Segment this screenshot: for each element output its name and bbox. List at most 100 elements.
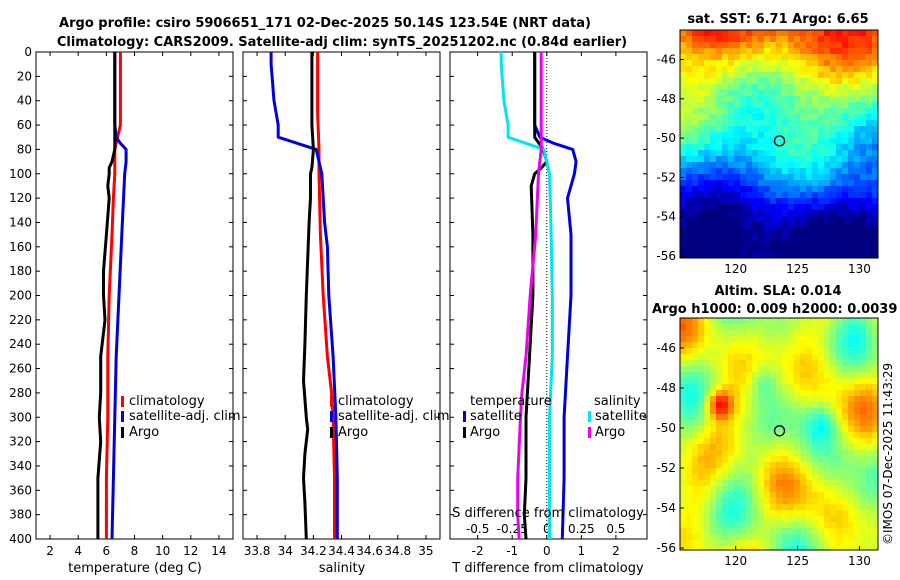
map-cell	[770, 414, 777, 421]
map-cell	[818, 198, 825, 205]
map-cell	[830, 534, 837, 541]
map-cell	[728, 510, 735, 517]
map-cell	[830, 444, 837, 451]
map-cell	[764, 468, 771, 475]
map-cell	[866, 216, 873, 223]
map-cell	[710, 72, 717, 79]
map-cell	[728, 420, 735, 427]
map-cell	[818, 78, 825, 85]
map-cell	[680, 468, 687, 475]
map-cell	[752, 60, 759, 67]
map-cell	[842, 252, 849, 258]
map-cell	[782, 468, 789, 475]
map-cell	[794, 150, 801, 157]
map-cell	[866, 456, 873, 463]
map-cell	[818, 444, 825, 451]
map-cell	[752, 156, 759, 163]
map-cell	[776, 480, 783, 487]
map-cell	[818, 102, 825, 109]
map-cell	[842, 462, 849, 469]
map-cell	[734, 120, 741, 127]
x-tick-label: 34.8	[384, 544, 411, 558]
map-cell	[800, 462, 807, 469]
map-cell	[692, 240, 699, 247]
map-cell	[686, 126, 693, 133]
map-cell	[836, 30, 843, 37]
map-cell	[830, 528, 837, 535]
map-cell	[758, 318, 765, 325]
map-cell	[800, 54, 807, 61]
map-cell	[698, 210, 705, 217]
map-cell	[710, 462, 717, 469]
map-cell	[800, 144, 807, 151]
map-cell	[764, 324, 771, 331]
map-cell	[710, 342, 717, 349]
map-cell	[860, 252, 867, 258]
map-cell	[836, 318, 843, 325]
map-cell	[698, 414, 705, 421]
map-cell	[716, 66, 723, 73]
map-cell	[776, 498, 783, 505]
map-cell	[782, 522, 789, 529]
map-cell	[764, 228, 771, 235]
map-cell	[764, 246, 771, 253]
map-cell	[848, 114, 855, 121]
legend-t-argo-label: Argo	[470, 425, 500, 440]
map-cell	[698, 492, 705, 499]
map-cell	[704, 468, 711, 475]
map-cell	[728, 450, 735, 457]
map-cell	[710, 108, 717, 115]
map-cell	[800, 438, 807, 445]
map-cell	[812, 222, 819, 229]
map-cell	[800, 336, 807, 343]
map-cell	[734, 444, 741, 451]
map-cell	[722, 138, 729, 145]
map-cell	[854, 198, 861, 205]
map-cell	[782, 192, 789, 199]
map-cell	[794, 234, 801, 241]
map-cell	[842, 102, 849, 109]
map-cell	[740, 378, 747, 385]
map-cell	[782, 114, 789, 121]
map-cell	[764, 342, 771, 349]
map-cell	[704, 378, 711, 385]
map-cell	[788, 402, 795, 409]
map-cell	[686, 84, 693, 91]
map-cell	[710, 414, 717, 421]
map-cell	[842, 210, 849, 217]
map-cell	[872, 240, 878, 247]
legend-satellite-swatch	[121, 411, 124, 422]
map-cell	[680, 228, 687, 235]
map-cell	[686, 54, 693, 61]
map-cell	[794, 78, 801, 85]
map-cell	[824, 438, 831, 445]
map-cell	[740, 426, 747, 433]
map-cell	[854, 354, 861, 361]
map-cell	[752, 366, 759, 373]
map-cell	[806, 222, 813, 229]
map-y-tick-label: -56	[656, 541, 676, 555]
map-cell	[716, 414, 723, 421]
map-cell	[830, 60, 837, 67]
map-cell	[734, 330, 741, 337]
map-cell	[764, 192, 771, 199]
map-cell	[710, 204, 717, 211]
map-cell	[782, 54, 789, 61]
map-cell	[872, 546, 878, 550]
map-cell	[740, 480, 747, 487]
map-cell	[710, 354, 717, 361]
map-cell	[854, 486, 861, 493]
map-cell	[782, 318, 789, 325]
map-cell	[734, 336, 741, 343]
map-cell	[770, 330, 777, 337]
map-cell	[770, 30, 777, 37]
map-cell	[710, 234, 717, 241]
map-cell	[722, 186, 729, 193]
map-cell	[722, 504, 729, 511]
map-cell	[698, 432, 705, 439]
map-cell	[692, 426, 699, 433]
map-cell	[704, 444, 711, 451]
map-cell	[740, 366, 747, 373]
map-cell	[698, 156, 705, 163]
map-cell	[872, 360, 878, 367]
